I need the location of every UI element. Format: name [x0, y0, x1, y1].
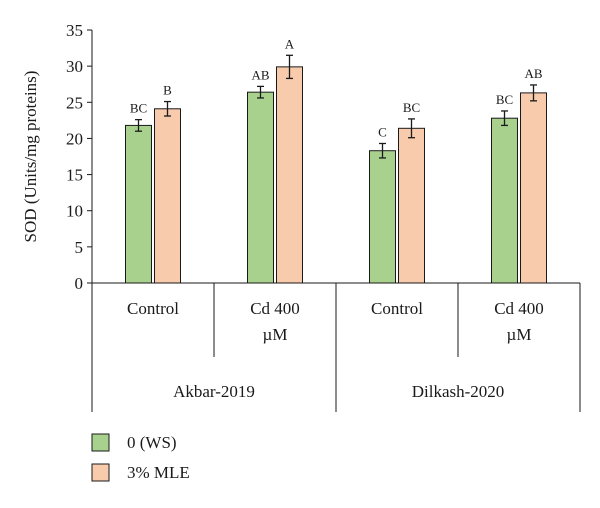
bar	[369, 150, 396, 284]
y-tick-label: 35	[66, 21, 83, 40]
significance-label: C	[378, 124, 387, 139]
y-tick-label: 0	[75, 274, 84, 293]
significance-label: BC	[130, 101, 147, 116]
legend-label: 3% MLE	[127, 463, 190, 482]
bar	[154, 108, 181, 284]
legend-swatch	[91, 463, 110, 482]
significance-label: B	[163, 83, 172, 98]
y-axis: 0 5 10 15 20 25 30 35 SOD (Units/mg proteins)	[21, 21, 93, 293]
bar	[398, 127, 425, 284]
significance-label: A	[285, 36, 295, 51]
significance-label: AB	[524, 66, 542, 81]
significance-label: BC	[403, 100, 420, 115]
bars-layer: BC B AB A C BC BC AB	[125, 36, 547, 284]
bar	[125, 124, 152, 284]
legend: 0 (WS) 3% MLE	[91, 433, 190, 482]
bar	[276, 66, 303, 284]
legend-label: 0 (WS)	[127, 433, 177, 452]
significance-label: AB	[251, 67, 269, 82]
y-tick-label: 10	[66, 202, 83, 221]
group-label: Akbar-2019	[173, 382, 255, 401]
y-tick-label: 15	[66, 166, 83, 185]
category-label: Cd 400 µM	[494, 299, 544, 344]
y-tick-label: 5	[75, 238, 84, 257]
x-axis: Control Cd 400 µM Control Cd 400 µM Akbar-2019…	[91, 282, 581, 412]
category-label: Cd 400 µM	[250, 299, 300, 344]
bar	[520, 92, 547, 284]
y-axis-label: SOD (Units/mg proteins)	[21, 71, 40, 243]
bar	[247, 91, 274, 284]
y-tick-label: 25	[66, 93, 83, 112]
group-label: Dilkash-2020	[412, 382, 505, 401]
bar	[491, 117, 518, 284]
category-label: Control	[371, 299, 423, 318]
category-label: Control	[127, 299, 179, 318]
significance-label: BC	[496, 92, 513, 107]
y-tick-label: 20	[66, 129, 83, 148]
y-tick-label: 30	[66, 57, 83, 76]
legend-swatch	[91, 433, 110, 452]
